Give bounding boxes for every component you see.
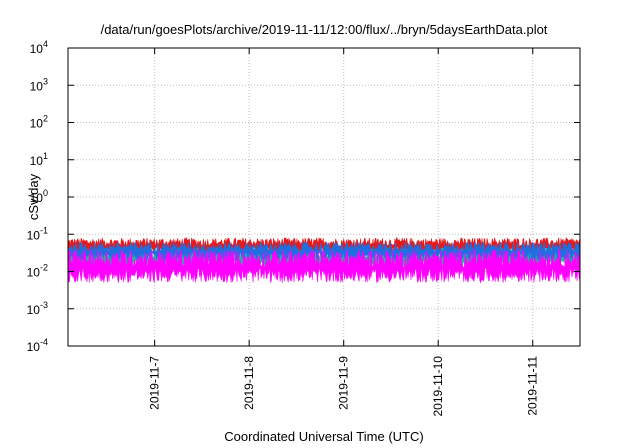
y-tick-exponent: 0 bbox=[43, 188, 48, 198]
y-tick-exponent: 3 bbox=[43, 76, 48, 86]
y-tick-exponent: 1 bbox=[43, 151, 48, 161]
chart-title: /data/run/goesPlots/archive/2019-11-11/1… bbox=[101, 22, 548, 37]
x-tick-label: 2019-11-11 bbox=[526, 356, 540, 416]
y-tick-exponent: 4 bbox=[43, 39, 48, 49]
data-series bbox=[67, 236, 581, 284]
x-axis: 2019-11-7 2019-11-8 2019-11-9 2019-11-10 201… bbox=[148, 48, 540, 417]
x-tick-label: 2019-11-8 bbox=[242, 356, 256, 410]
y-tick-exponent: -1 bbox=[40, 225, 48, 235]
y-tick-exponent: 2 bbox=[43, 114, 48, 124]
x-axis-label: Coordinated Universal Time (UTC) bbox=[224, 429, 423, 444]
x-tick-label: 2019-11-7 bbox=[148, 356, 162, 410]
x-tick-label: 2019-11-9 bbox=[337, 356, 351, 410]
y-tick-exponent: -3 bbox=[40, 300, 48, 310]
y-tick-exponent: -2 bbox=[40, 263, 48, 273]
y-axis-label: cSv/day bbox=[26, 173, 41, 220]
x-tick-label: 2019-11-10 bbox=[431, 356, 445, 417]
y-tick-exponent: -4 bbox=[40, 337, 48, 347]
